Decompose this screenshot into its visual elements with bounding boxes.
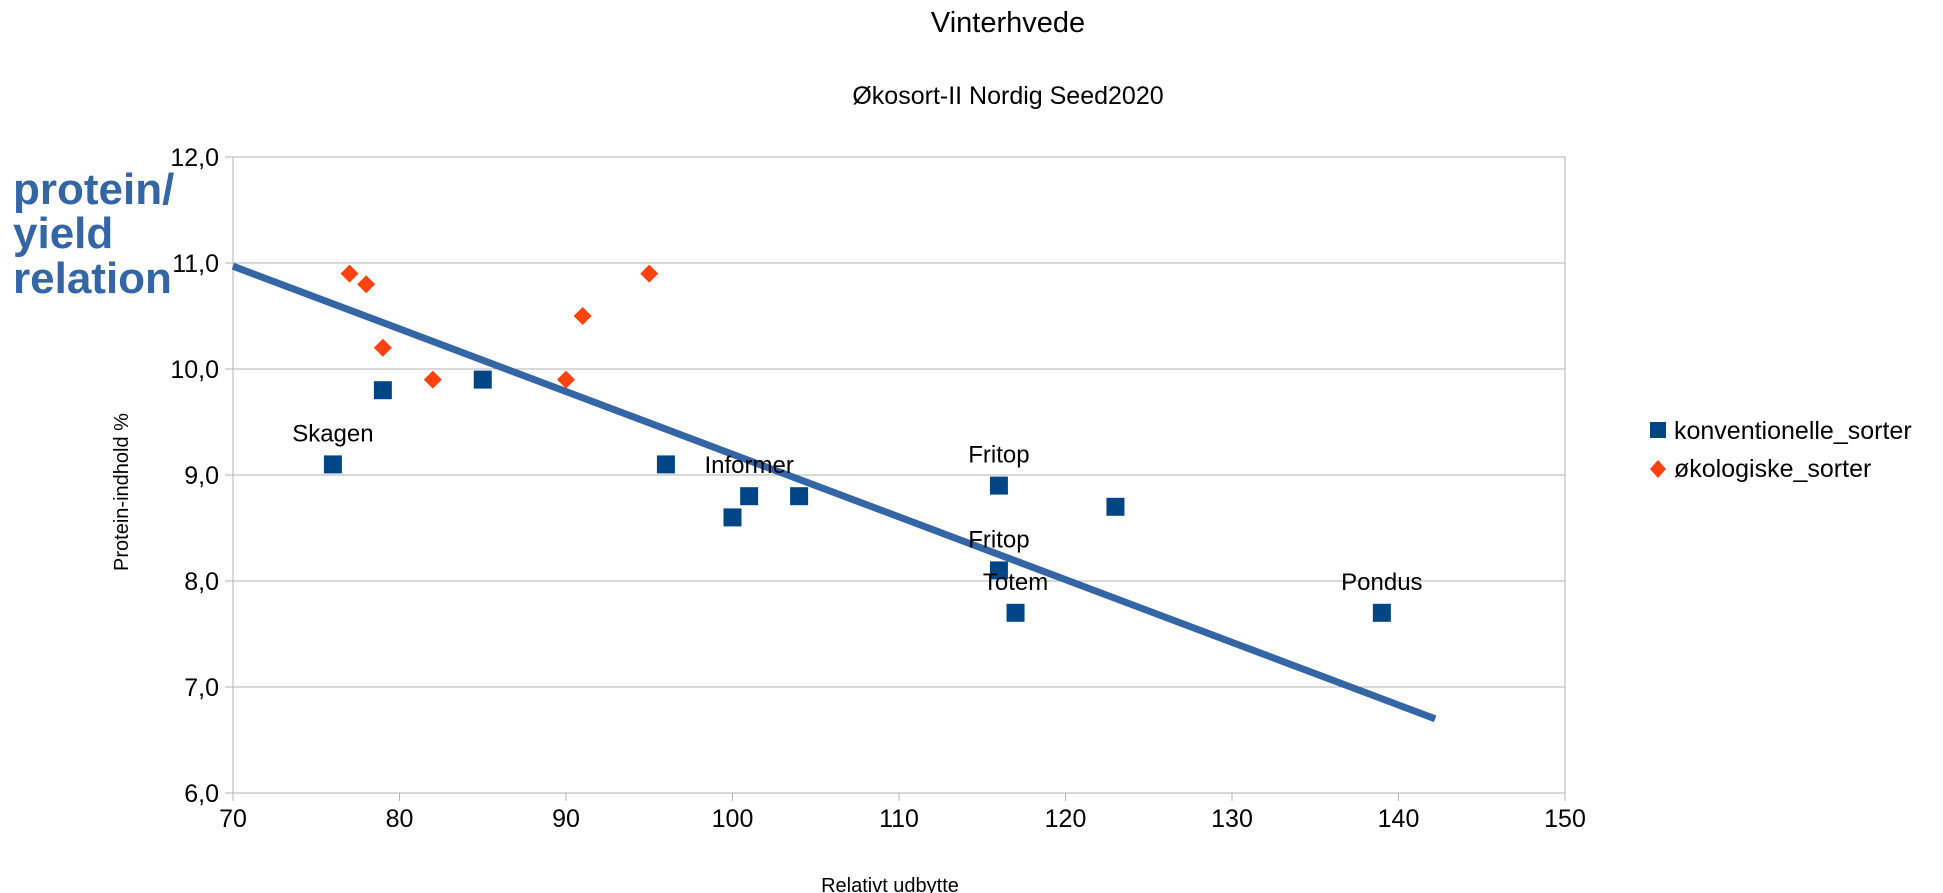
point-label: Skagen (292, 420, 373, 447)
x-tick-label: 90 (552, 805, 580, 833)
scatter-point-konventionelle (740, 487, 759, 506)
scatter-point-okologiske (340, 264, 359, 283)
x-tick-label: 100 (712, 805, 754, 833)
legend-label-konventionelle: konventionelle_sorter (1674, 417, 1912, 445)
scatter-point-okologiske (640, 264, 659, 283)
legend: konventionelle_sorter økologiske_sorter (1650, 417, 1912, 483)
x-tick-label: 130 (1211, 805, 1253, 833)
annotation: protein/ yield relation (13, 165, 174, 303)
point-label: Fritop (968, 526, 1029, 553)
scatter-point-konventionelle (1006, 603, 1025, 622)
annotation-line-2: yield (13, 209, 113, 258)
point-label: Informer (704, 452, 793, 479)
y-tick-label: 7,0 (184, 674, 219, 702)
scatter-point-konventionelle (473, 370, 492, 389)
y-tick-label: 6,0 (184, 780, 219, 808)
x-axis: 70 80 90 100 110 120 130 140 150 (219, 793, 1586, 833)
x-tick-label: 150 (1544, 805, 1586, 833)
scatter-point-konventionelle (723, 508, 742, 527)
legend-marker-konventionelle (1650, 422, 1666, 438)
point-label: Pondus (1341, 569, 1422, 596)
scatter-point-konventionelle (1106, 497, 1125, 516)
x-tick-label: 110 (879, 805, 919, 833)
scatter-point-okologiske (373, 338, 392, 357)
scatter-point-konventionelle (323, 455, 342, 474)
chart-subtitle: Økosort-II Nordig Seed2020 (852, 82, 1163, 110)
y-axis: 6,0 7,0 8,0 9,0 10,0 11,0 12,0 (170, 144, 233, 808)
scatter-point-okologiske (557, 370, 575, 389)
scatter-point-konventionelle (989, 476, 1008, 495)
point-label: Fritop (968, 442, 1029, 469)
scatter-point-okologiske (573, 307, 592, 325)
x-tick-label: 70 (219, 805, 247, 833)
trendline (231, 262, 1437, 723)
y-tick-label: 11,0 (172, 250, 219, 278)
annotation-line-3: relation (13, 254, 172, 303)
scatter-point-konventionelle (373, 381, 392, 400)
scatter-point-okologiske (423, 370, 442, 389)
chart-title: Vinterhvede (931, 7, 1085, 39)
y-tick-label: 9,0 (184, 462, 219, 490)
scatter-point-konventionelle (790, 487, 809, 506)
legend-marker-okologiske (1650, 460, 1666, 478)
scatter-point-konventionelle (989, 561, 1008, 580)
annotation-line-1: protein/ (13, 165, 174, 214)
x-tick-label: 80 (386, 805, 414, 833)
scatter-point-okologiske (357, 275, 376, 294)
data-points (323, 264, 1391, 622)
y-tick-label: 12,0 (170, 144, 219, 172)
scatter-point-konventionelle (1372, 603, 1391, 622)
legend-label-okologiske: økologiske_sorter (1674, 455, 1871, 483)
scatter-point-konventionelle (656, 455, 675, 474)
point-label: Totem (983, 569, 1048, 596)
x-tick-label: 140 (1378, 805, 1420, 833)
x-axis-label: Relativt udbytte (821, 875, 959, 893)
grid-lines (233, 156, 1565, 794)
point-labels: Skagen Informer Fritop Fritop Totem Pondus (292, 420, 1422, 595)
trendline-group (231, 262, 1437, 723)
y-axis-label: Protein-indhold % (111, 413, 133, 571)
y-tick-label: 8,0 (184, 568, 219, 596)
x-tick-label: 120 (1045, 805, 1087, 833)
y-tick-label: 10,0 (170, 356, 219, 384)
